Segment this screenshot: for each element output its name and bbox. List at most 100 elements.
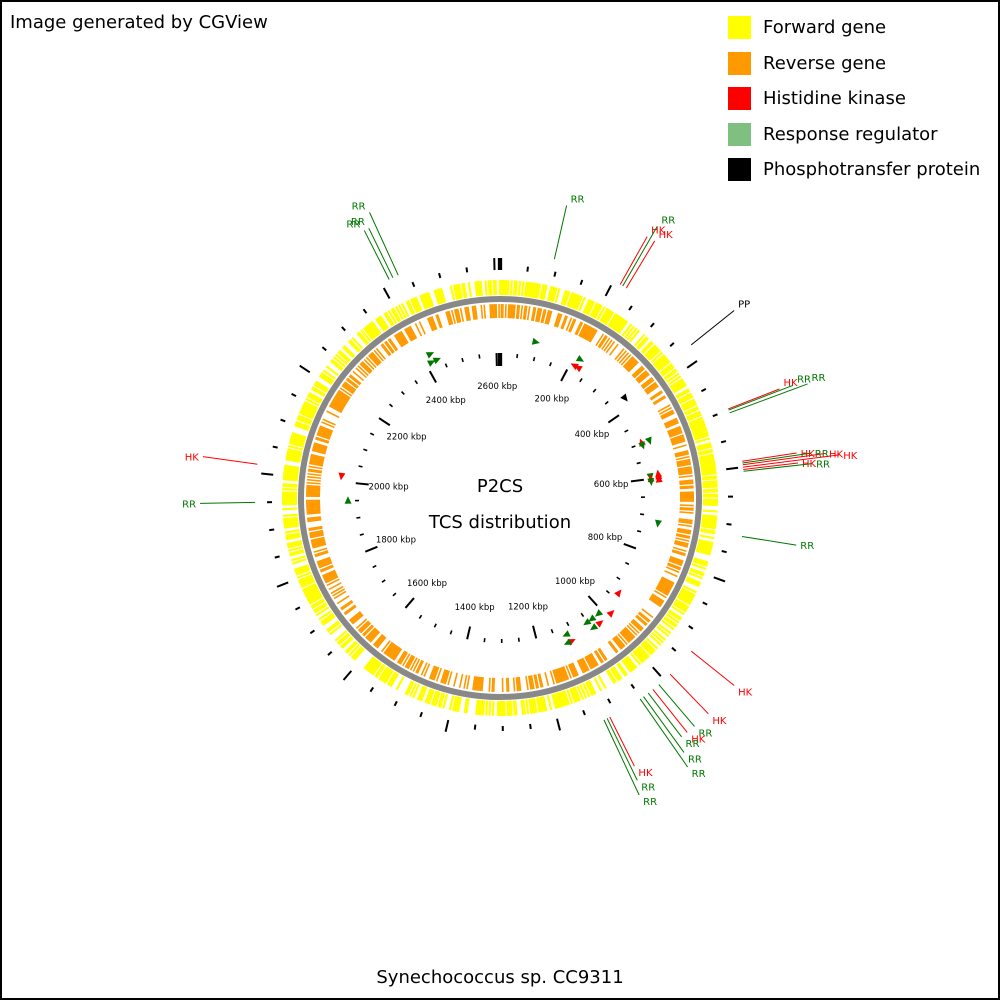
tcs-feature-arrow [426, 360, 436, 367]
reverse-gene [535, 307, 540, 322]
reverse-gene [314, 550, 329, 556]
reverse-gene [388, 338, 399, 351]
forward-gene [701, 520, 717, 525]
reverse-gene [476, 676, 480, 691]
forward-gene [691, 563, 707, 571]
reverse-gene [337, 391, 350, 401]
forward-gene [668, 609, 683, 620]
forward-gene [676, 595, 691, 606]
forward-gene [412, 683, 421, 699]
forward-gene [432, 691, 440, 706]
reverse-gene [445, 311, 451, 326]
forward-gene [449, 285, 456, 301]
forward-gene [341, 637, 354, 650]
reverse-gene [350, 612, 362, 623]
outer-tick [321, 346, 327, 352]
callout-label: HK [691, 734, 706, 745]
legend-label: Response regulator [763, 123, 938, 145]
forward-gene [337, 351, 351, 363]
forward-gene [583, 299, 593, 315]
forward-gene [672, 383, 687, 394]
forward-gene [283, 518, 299, 523]
legend-item-forward-gene: Forward gene [728, 10, 980, 46]
forward-gene [528, 282, 533, 298]
forward-gene [335, 353, 348, 366]
reverse-gene [332, 588, 346, 597]
reverse-gene [447, 671, 453, 686]
inner-tick [461, 357, 464, 363]
forward-gene [636, 646, 649, 659]
forward-gene [341, 346, 355, 359]
tick-label: 2000 kbp [369, 483, 409, 493]
reverse-gene [633, 367, 645, 379]
reverse-gene [312, 445, 327, 451]
reverse-gene [579, 658, 587, 673]
inner-tick [560, 369, 569, 382]
reverse-gene [511, 304, 515, 319]
forward-gene [699, 534, 715, 540]
reverse-gene [474, 305, 478, 320]
tcs-feature-arrow [590, 623, 599, 631]
reverse-gene [435, 667, 442, 682]
forward-gene [283, 474, 299, 479]
reverse-gene [624, 626, 636, 638]
reverse-gene [436, 314, 443, 328]
forward-gene [628, 329, 641, 343]
reverse-gene [608, 343, 619, 356]
reverse-gene [597, 335, 607, 348]
reverse-gene [675, 537, 690, 542]
reverse-gene [318, 560, 332, 568]
reverse-gene [355, 367, 367, 379]
forward-gene [304, 588, 320, 598]
tick-label: 200 kbp [535, 395, 570, 405]
forward-gene [416, 685, 425, 701]
forward-gene [284, 464, 300, 470]
reverse-gene [547, 310, 553, 325]
callout-label: RR [816, 460, 830, 471]
reverse-gene [340, 601, 354, 611]
reverse-gene [677, 466, 692, 470]
forward-gene [682, 402, 698, 412]
forward-gene [685, 410, 701, 419]
forward-gene [290, 435, 306, 442]
tcs-feature-arrow [606, 609, 615, 618]
forward-gene [381, 668, 392, 682]
reverse-gene [671, 439, 686, 446]
forward-gene [621, 323, 633, 337]
reverse-gene [603, 339, 613, 352]
reverse-gene [648, 598, 662, 608]
forward-gene [689, 567, 705, 575]
callout-label: HK [802, 459, 817, 470]
forward-gene [693, 557, 709, 564]
reverse-gene [388, 645, 398, 658]
forward-gene [284, 466, 300, 471]
forward-gene [463, 698, 469, 714]
forward-gene [322, 369, 337, 380]
reverse-gene [441, 669, 448, 684]
reverse-gene [308, 527, 323, 532]
reverse-gene [589, 653, 598, 667]
legend-item-phosphotransfer-protein: Phosphotransfer protein [728, 152, 980, 188]
inner-tick [592, 388, 597, 393]
reverse-gene [632, 366, 644, 378]
reverse-gene [307, 469, 322, 474]
forward-gene [540, 284, 547, 300]
forward-gene [414, 296, 423, 312]
reverse-gene [676, 458, 691, 464]
forward-gene [285, 458, 301, 463]
reverse-gene [620, 354, 632, 366]
reverse-gene [384, 341, 394, 354]
reverse-gene [336, 392, 350, 402]
forward-gene [558, 691, 566, 707]
reverse-gene [597, 648, 607, 662]
forward-gene [329, 360, 343, 372]
forward-gene [663, 368, 677, 380]
forward-gene [531, 698, 536, 714]
reverse-gene [589, 329, 598, 343]
forward-gene [299, 578, 315, 587]
forward-gene [589, 302, 599, 317]
inner-tick [414, 380, 419, 385]
reverse-gene [339, 387, 353, 397]
reverse-gene [349, 611, 361, 622]
reverse-gene [466, 675, 471, 690]
